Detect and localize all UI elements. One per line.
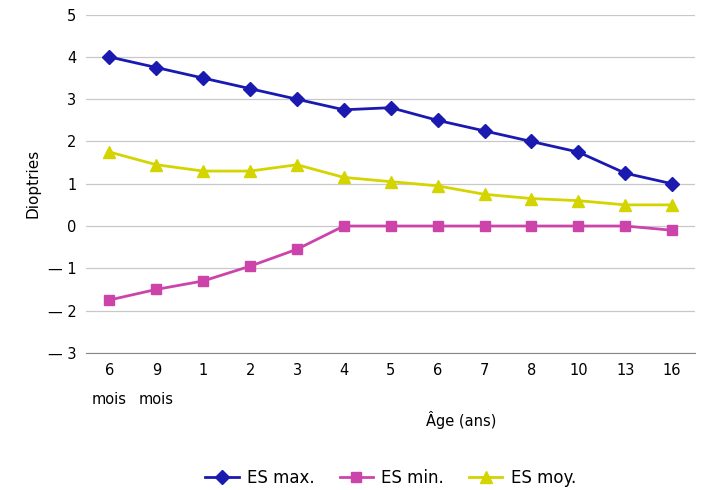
Text: mois: mois: [139, 392, 174, 407]
Y-axis label: Dioptries: Dioptries: [26, 149, 41, 219]
Text: Âge (ans): Âge (ans): [426, 411, 496, 429]
Text: mois: mois: [92, 392, 127, 407]
Legend: ES max., ES min., ES moy.: ES max., ES min., ES moy.: [199, 463, 583, 490]
